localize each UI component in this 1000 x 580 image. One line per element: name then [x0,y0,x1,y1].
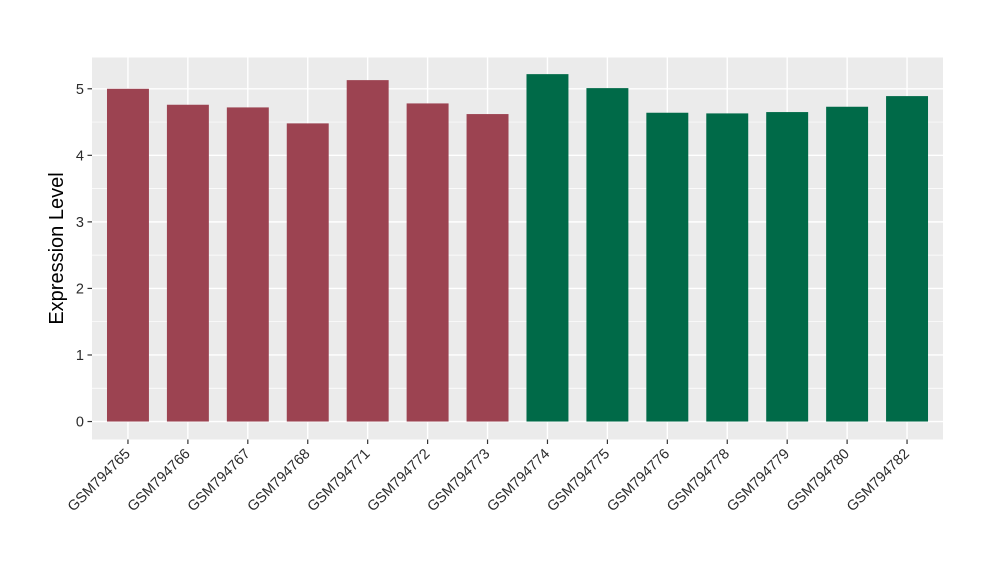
y-tick-label: 4 [76,148,84,164]
bar-GSM794774 [526,74,569,422]
x-tick-label: GSM794772 [365,446,434,515]
x-tick-label: GSM794780 [784,446,853,515]
x-tick-label: GSM794765 [65,446,134,515]
bar-GSM794773 [466,114,509,422]
bar-GSM794779 [766,112,809,422]
x-tick-label: GSM794782 [844,446,913,515]
x-tick-label: GSM794774 [484,446,553,515]
x-tick-label: GSM794776 [604,446,673,515]
y-tick-label: 2 [76,281,84,297]
bar-GSM794775 [586,88,629,422]
bar-GSM794766 [166,104,209,422]
y-axis-title: Expression Level [46,172,68,324]
x-tick-label: GSM794779 [724,446,793,515]
x-tick-label: GSM794768 [245,446,314,515]
x-tick-label: GSM794778 [664,446,733,515]
bar-GSM794771 [346,80,389,422]
y-tick-label: 1 [76,348,84,364]
bar-GSM794765 [106,88,149,422]
bar-GSM794782 [886,96,929,422]
y-tick-label: 3 [76,215,84,231]
bar-GSM794772 [406,103,449,422]
plot-panel-background [92,57,943,440]
x-tick-label: GSM794775 [544,446,613,515]
y-tick-label: 5 [76,82,84,98]
x-tick-label: GSM794773 [424,446,493,515]
x-tick-label: GSM794771 [305,446,374,515]
bar-GSM794776 [646,112,689,422]
bar-GSM794778 [706,113,749,422]
x-tick-label: GSM794766 [125,446,194,515]
bar-GSM794768 [286,123,329,422]
y-tick-label: 0 [76,415,84,431]
x-tick-label: GSM794767 [185,446,254,515]
bar-GSM794780 [826,106,869,422]
bar-GSM794767 [226,107,269,422]
